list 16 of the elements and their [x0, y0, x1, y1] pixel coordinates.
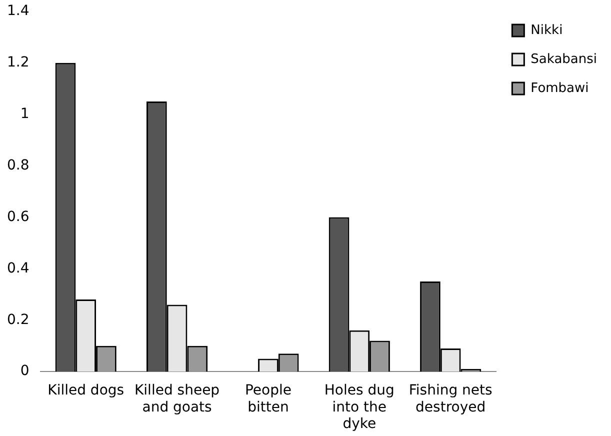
x-tick-label: Killed dogs	[48, 382, 124, 399]
y-tick-label: 0.2	[7, 312, 30, 328]
legend-label: Fombawi	[530, 80, 589, 96]
x-tick-label: People bitten	[244, 382, 292, 416]
y-tick-label: 0.4	[7, 260, 30, 276]
y-tick-label: 0.6	[7, 208, 30, 225]
y-tick-label: 0.8	[7, 157, 30, 174]
y-tick-label: 0	[20, 363, 30, 380]
x-tick-label: Killed sheep and goats	[134, 382, 220, 416]
legend-label: Nikki	[530, 22, 563, 38]
x-tick-label: Holes dug into the dyke	[324, 382, 394, 432]
y-tick-label: 1	[20, 106, 30, 122]
x-tick-label: Fishing nets destroyed	[408, 382, 492, 416]
y-tick-label: 1.4	[7, 3, 30, 20]
legend-label: Sakabansi	[530, 52, 597, 67]
y-tick-label: 1.2	[7, 54, 30, 70]
